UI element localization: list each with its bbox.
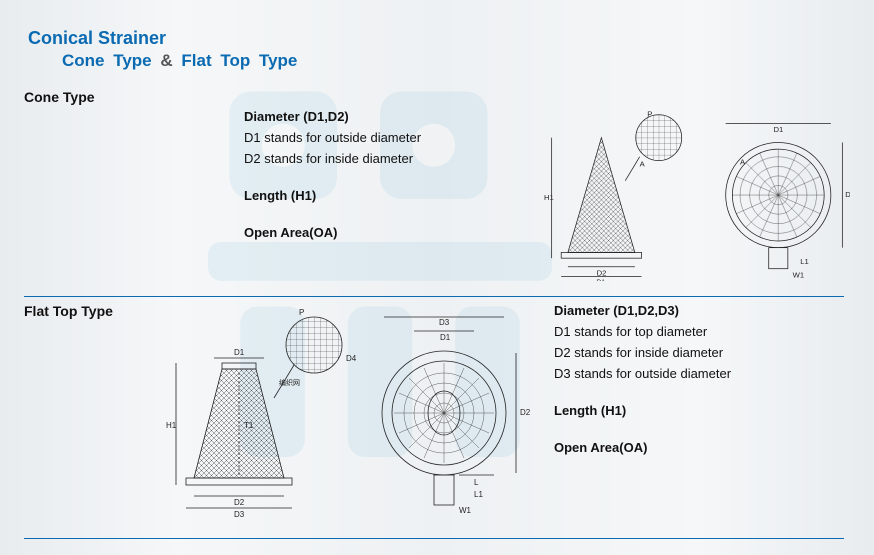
cone-dim-d2r: D2	[845, 190, 850, 199]
flat-dim-zh: 编织网	[279, 378, 300, 387]
flat-dim-d2b: D2	[234, 498, 245, 507]
cone-dim-a2: A	[740, 157, 746, 166]
flat-dim-d2r: D2	[520, 408, 531, 417]
flat-length-head: Length (H1)	[554, 403, 850, 418]
cone-dim-h1: H1	[544, 193, 554, 202]
section-divider-bottom	[24, 538, 844, 539]
flat-dim-h1: H1	[166, 421, 177, 430]
flat-dim-w1: W1	[459, 506, 472, 515]
flat-d2-line: D2 stands for inside diameter	[554, 343, 850, 364]
cone-spec-text: Diameter (D1,D2) D1 stands for outside d…	[244, 109, 544, 286]
flat-dim-d4: D4	[346, 354, 357, 363]
section-label-flat: Flat Top Type	[24, 303, 164, 319]
cone-openarea-head: Open Area(OA)	[244, 225, 544, 240]
flat-dim-d3t: D3	[439, 318, 450, 327]
flat-dim-t1: T1	[244, 421, 254, 430]
cone-dim-l1: L1	[800, 257, 809, 266]
flat-dim-p: P	[299, 308, 304, 317]
flat-dim-d1t2: D1	[440, 333, 451, 342]
flat-dim-d3b: D3	[234, 510, 245, 519]
flat-row: Flat Top Type P D4 编织网 D1 H1	[24, 303, 850, 528]
section-label-cone: Cone Type	[24, 89, 850, 105]
cone-dim-d1b: D1	[597, 279, 606, 281]
flat-dim-d1t: D1	[234, 348, 245, 357]
title-sub-prefix: Cone Type	[62, 51, 152, 70]
title-sub-amp: &	[160, 51, 172, 70]
flat-diagram: P D4 编织网 D1 H1 T1 D2	[164, 303, 544, 528]
page-title-sub: Cone Type & Flat Top Type	[62, 51, 850, 71]
cone-row: Diameter (D1,D2) D1 stands for outside d…	[24, 109, 850, 286]
page-title-main: Conical Strainer	[28, 28, 850, 49]
cone-dim-a: A	[640, 159, 646, 168]
cone-dim-p: P	[647, 110, 652, 119]
flat-openarea-head: Open Area(OA)	[554, 440, 850, 455]
flat-spec-text: Diameter (D1,D2,D3) D1 stands for top di…	[544, 303, 850, 528]
cone-diameter-head: Diameter (D1,D2)	[244, 109, 544, 124]
cone-d2-line: D2 stands for inside diameter	[244, 149, 544, 170]
cone-dim-w1: W1	[793, 270, 804, 279]
flat-diameter-head: Diameter (D1,D2,D3)	[554, 303, 850, 318]
flat-d1-line: D1 stands for top diameter	[554, 322, 850, 343]
section-divider	[24, 296, 844, 297]
flat-dim-l1: L1	[474, 490, 483, 499]
flat-d3-line: D3 stands for outside diameter	[554, 364, 850, 385]
cone-length-head: Length (H1)	[244, 188, 544, 203]
cone-diagram: P H1 A D2 D1 D1	[544, 109, 850, 286]
title-sub-suffix: Flat Top Type	[181, 51, 297, 70]
cone-d1-line: D1 stands for outside diameter	[244, 128, 544, 149]
cone-dim-d1r: D1	[774, 125, 784, 134]
flat-dim-l: L	[474, 478, 479, 487]
